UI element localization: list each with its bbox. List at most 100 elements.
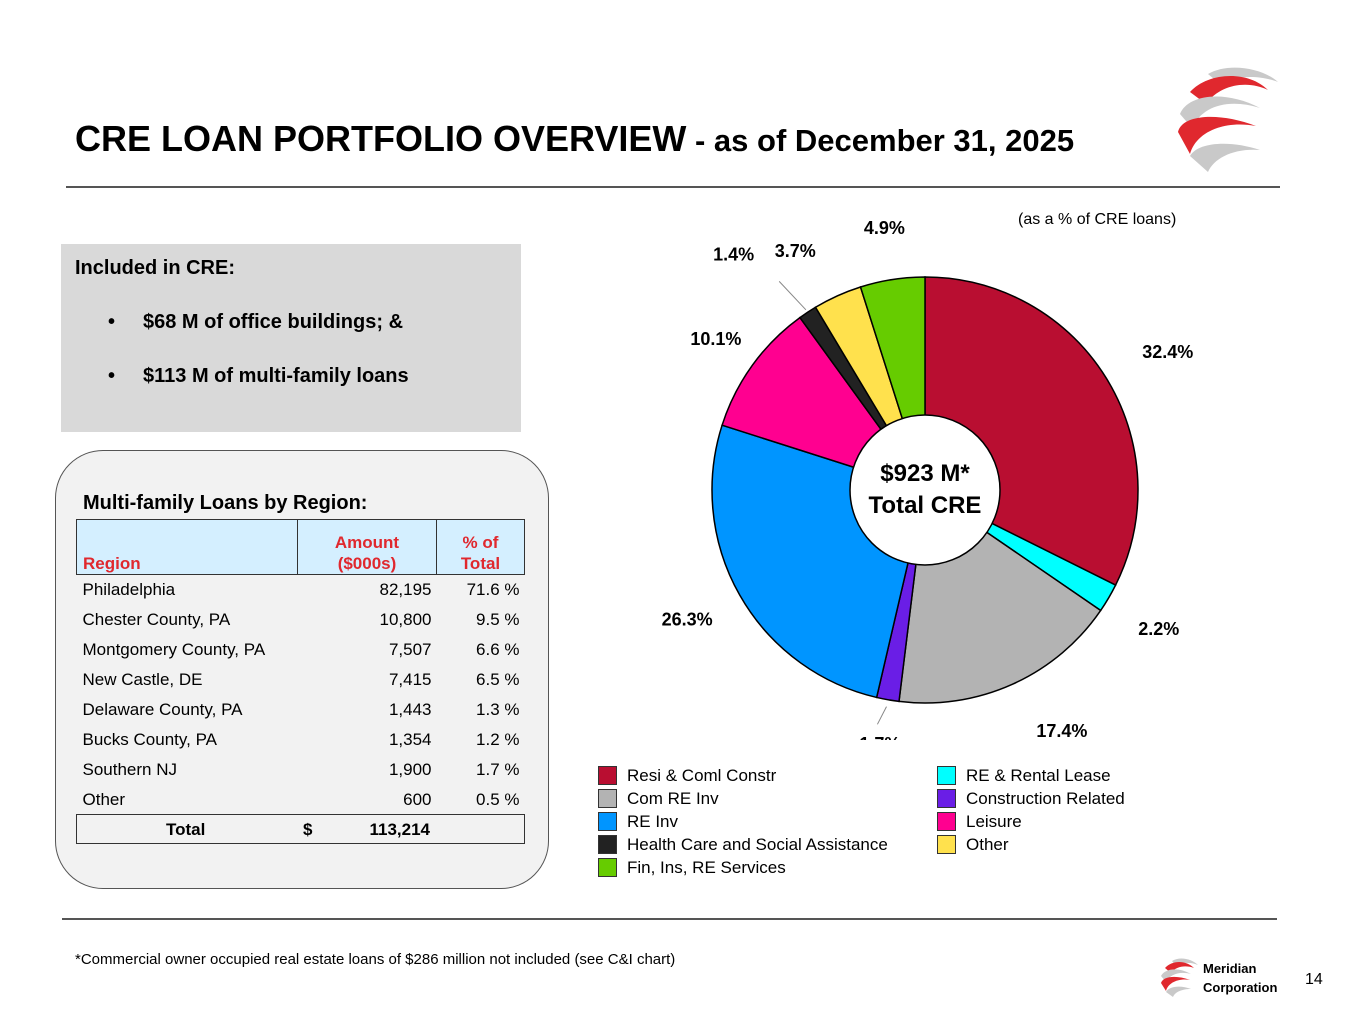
total-currency: $ (303, 820, 313, 839)
amount-cell: 1,900 (388, 760, 432, 779)
pie-leader-line (778, 281, 807, 311)
pct-cell: 1.3 % (476, 700, 520, 719)
pie-data-label: 2.2% (1138, 619, 1179, 639)
legend-swatch (937, 789, 956, 808)
legend-swatch (937, 835, 956, 854)
multifamily-title: Multi-family Loans by Region: (83, 492, 368, 514)
bottom-divider (62, 918, 1277, 920)
amount-cell: 1,443 (388, 700, 432, 719)
pct-cell: 1.7 % (476, 760, 520, 779)
footnote: *Commercial owner occupied real estate l… (75, 951, 676, 968)
legend-swatch (598, 812, 617, 831)
legend-swatch (598, 789, 617, 808)
pie-data-label: 1.7% (859, 734, 900, 740)
total-amount: 113,214 (369, 820, 430, 839)
pct-cell: 9.5 % (476, 610, 520, 629)
region-cell: Other (82, 790, 126, 809)
bullet-text: $113 M of multi-family loans (143, 365, 409, 387)
pct-cell: 6.6 % (476, 640, 520, 659)
amount-cell: 600 (403, 790, 432, 809)
bullet-mark: • (108, 311, 116, 333)
pie-data-label: 1.4% (713, 245, 754, 265)
top-divider (66, 186, 1280, 188)
legend-label: Com RE Inv (627, 789, 719, 808)
legend-swatch (598, 835, 617, 854)
legend-label: Fin, Ins, RE Services (627, 858, 786, 877)
table-total-row: Total $ 113,214 (76, 814, 525, 844)
col-header-amount: Amount ($000s) (297, 519, 437, 575)
region-cell: New Castle, DE (82, 670, 203, 689)
legend-label: Health Care and Social Assistance (627, 835, 888, 854)
legend-label: Other (966, 835, 1009, 854)
col-header-pct: % of Total (436, 519, 525, 575)
amount-header-line2: ($000s) (337, 554, 397, 573)
table-row: Delaware County, PA 1,443 1.3 % (77, 695, 525, 725)
cre-bullet-multifamily: • $113 M of multi-family loans (108, 365, 409, 388)
table-row: New Castle, DE 7,415 6.5 % (77, 665, 525, 695)
title-main: CRE LOAN PORTFOLIO OVERVIEW (75, 118, 687, 159)
amount-cell: 10,800 (379, 610, 432, 629)
legend-label: Leisure (966, 812, 1022, 831)
pie-center-hole (849, 414, 1001, 566)
pct-cell: 1.2 % (476, 730, 520, 749)
amount-cell: 7,415 (388, 670, 432, 689)
brand-line1: Meridian (1203, 961, 1257, 976)
pie-center-label: $923 M* Total CRE (850, 458, 1000, 522)
table-row: Philadelphia 82,195 71.6 % (77, 575, 525, 606)
cre-box-heading: Included in CRE: (75, 257, 235, 279)
legend-label: RE & Rental Lease (966, 766, 1111, 785)
cre-pie-chart: 32.4% 2.2% 17.4% 1.7% 26.3% 10.1% 1.4% 3.7% 4.9% (662, 218, 1194, 740)
brand-name: Meridian Corporation (1203, 959, 1277, 997)
pct-header-line1: % of (462, 533, 499, 552)
cre-bullet-office: • $68 M of office buildings; & (108, 311, 403, 334)
amount-header-line1: Amount (334, 533, 400, 552)
chart-note: (as a % of CRE loans) (1018, 211, 1177, 228)
center-amount: $923 M* (880, 460, 970, 487)
region-cell: Delaware County, PA (82, 700, 243, 719)
table-row: Chester County, PA 10,800 9.5 % (77, 605, 525, 635)
legend-label: RE Inv (627, 812, 679, 831)
pie-data-label: 32.4% (1142, 342, 1193, 362)
legend-swatch (937, 766, 956, 785)
pct-cell: 71.6 % (466, 580, 520, 599)
col-header-region: Region (76, 519, 298, 575)
footer-logo-icon (1161, 958, 1198, 997)
cre-included-box: Included in CRE: • $68 M of office buildi… (61, 244, 521, 432)
legend-label: Construction Related (966, 789, 1125, 808)
multifamily-table: Region Amount ($000s) % of Total Philadelp… (76, 519, 525, 815)
legend-swatch (598, 766, 617, 785)
center-caption: Total CRE (868, 492, 982, 519)
brand-line2: Corporation (1203, 980, 1278, 995)
region-cell: Philadelphia (82, 580, 176, 599)
amount-cell: 82,195 (379, 580, 432, 599)
total-label: Total (166, 820, 206, 839)
legend-swatch (937, 812, 956, 831)
pie-data-label: 26.3% (662, 609, 713, 629)
legend-swatch (598, 858, 617, 877)
amount-cell: 7,507 (388, 640, 432, 659)
region-cell: Chester County, PA (82, 610, 231, 629)
bullet-text: $68 M of office buildings; & (143, 311, 404, 333)
page-title: CRE LOAN PORTFOLIO OVERVIEW - as of Dece… (75, 118, 1074, 160)
pie-data-label: 17.4% (1036, 721, 1087, 740)
pie-data-label: 3.7% (775, 241, 816, 261)
legend-label: Resi & Coml Constr (627, 766, 777, 785)
pie-data-label: 10.1% (690, 329, 741, 349)
table-row: Montgomery County, PA 7,507 6.6 % (77, 635, 525, 665)
table-header-row: Region Amount ($000s) % of Total (76, 519, 525, 575)
pie-data-label: 4.9% (864, 218, 905, 238)
pie-leader-line (876, 706, 887, 725)
title-date: - as of December 31, 2025 (686, 123, 1075, 158)
table-row: Other 600 0.5 % (77, 785, 525, 815)
page-number: 14 (1305, 971, 1323, 988)
pct-header-line2: Total (460, 554, 501, 573)
pct-cell: 0.5 % (476, 790, 520, 809)
table-row: Bucks County, PA 1,354 1.2 % (77, 725, 525, 755)
brand-logo-icon (1178, 67, 1278, 172)
amount-cell: 1,354 (388, 730, 432, 749)
region-cell: Bucks County, PA (82, 730, 217, 749)
pct-cell: 6.5 % (476, 670, 520, 689)
table-row: Southern NJ 1,900 1.7 % (77, 755, 525, 785)
region-cell: Southern NJ (82, 760, 178, 779)
region-cell: Montgomery County, PA (82, 640, 266, 659)
